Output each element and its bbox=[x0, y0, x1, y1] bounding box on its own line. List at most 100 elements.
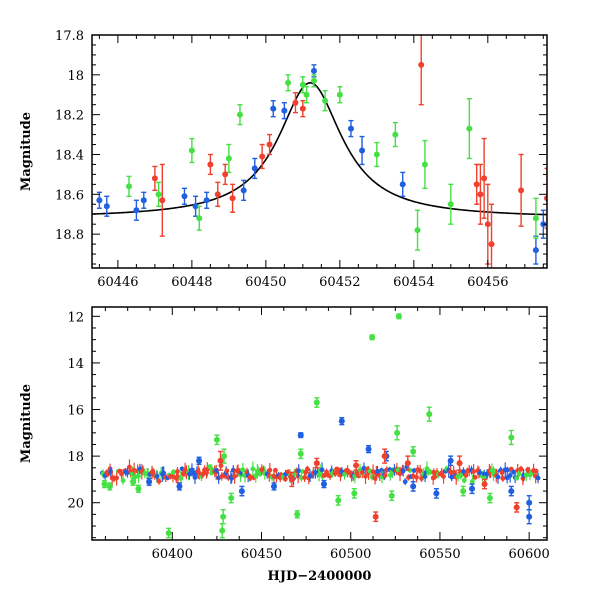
top-x-tick-label: 60454 bbox=[393, 275, 434, 290]
bot-blue-point bbox=[176, 483, 183, 490]
top-blue-point bbox=[251, 165, 258, 172]
bot-band-point bbox=[319, 467, 325, 473]
bottom-panel-y-axis-title: Magnitude bbox=[19, 384, 34, 463]
top-green-point bbox=[447, 201, 454, 208]
bot-band-point bbox=[129, 471, 135, 477]
top-blue-point bbox=[347, 125, 354, 132]
bot-band-point bbox=[523, 472, 529, 478]
top-red-point bbox=[159, 197, 166, 204]
bot-green-point bbox=[219, 527, 226, 534]
top-y-tick-label: 17.8 bbox=[55, 29, 84, 44]
bot-blue-point bbox=[469, 485, 476, 492]
bot-band-point bbox=[439, 470, 445, 476]
top-panel-ticks: 60446 60448 60450 60452 60454 60456 17.8 18 18.2… bbox=[55, 29, 547, 290]
bot-band-point bbox=[240, 467, 246, 473]
top-green-point bbox=[196, 215, 203, 222]
top-x-tick-label: 60448 bbox=[171, 275, 212, 290]
top-green-point bbox=[421, 161, 428, 168]
bot-band-point bbox=[114, 475, 120, 481]
bot-band-point bbox=[136, 473, 141, 479]
bot-y-tick-label: 18 bbox=[67, 450, 84, 465]
bot-band-point bbox=[235, 467, 241, 473]
top-x-tick-label: 60456 bbox=[467, 275, 508, 290]
top-green-point bbox=[285, 79, 292, 86]
bot-blue-point bbox=[433, 490, 440, 497]
bot-green-point bbox=[394, 429, 401, 436]
bot-green-point bbox=[460, 488, 467, 495]
bot-x-tick-label: 60400 bbox=[152, 547, 193, 562]
bot-band-point bbox=[363, 473, 368, 479]
bot-green-point bbox=[165, 530, 172, 537]
top-panel-series bbox=[92, 35, 547, 268]
bot-band-point bbox=[397, 471, 403, 477]
top-y-tick-label: 18 bbox=[67, 69, 84, 84]
top-y-tick-label: 18.4 bbox=[55, 148, 84, 163]
bot-green-point bbox=[388, 492, 395, 499]
top-red-point bbox=[151, 175, 158, 182]
bot-y-tick-label: 12 bbox=[67, 310, 84, 325]
top-y-tick-label: 18.8 bbox=[55, 228, 84, 243]
top-blue-point bbox=[133, 207, 140, 214]
bot-band-point bbox=[463, 472, 469, 478]
bot-band-point bbox=[382, 472, 388, 478]
bot-band-point bbox=[379, 468, 384, 473]
bot-red-point bbox=[372, 513, 379, 520]
top-panel-frame bbox=[91, 34, 548, 269]
bot-band-point bbox=[400, 468, 406, 474]
bot-band-point bbox=[156, 478, 162, 484]
top-green-point bbox=[373, 151, 380, 158]
top-red-point bbox=[484, 221, 491, 228]
bot-red-point bbox=[456, 460, 463, 467]
bot-blue-point bbox=[238, 488, 245, 495]
bot-band-point bbox=[471, 469, 476, 474]
bot-x-tick-label: 60550 bbox=[419, 547, 460, 562]
top-blue-point bbox=[270, 105, 277, 112]
top-y-tick-label: 18.6 bbox=[55, 188, 84, 203]
top-green-point bbox=[188, 147, 195, 154]
bot-green-point bbox=[369, 334, 376, 341]
bot-band-point bbox=[449, 474, 455, 480]
top-red-point bbox=[229, 195, 236, 202]
bot-green-point bbox=[221, 453, 228, 460]
bot-blue-point bbox=[447, 457, 454, 464]
bot-blue-point bbox=[338, 418, 345, 425]
bot-blue-point bbox=[526, 513, 533, 520]
bot-band-point bbox=[192, 475, 198, 480]
top-green-point bbox=[336, 91, 343, 98]
bot-green-point bbox=[297, 450, 304, 457]
top-panel-zoom: 60446 60448 60450 60452 60454 60456 17.8 18 18.2… bbox=[19, 29, 548, 290]
bot-band-point bbox=[120, 478, 126, 483]
bot-band-point bbox=[461, 469, 466, 474]
top-red-point bbox=[477, 191, 484, 198]
bot-band-point bbox=[499, 470, 505, 476]
top-red-point bbox=[214, 191, 221, 198]
bot-green-point bbox=[220, 513, 227, 520]
top-green-point bbox=[322, 97, 329, 104]
bot-band-point bbox=[170, 469, 176, 475]
bot-red-point bbox=[353, 462, 360, 469]
top-green-point bbox=[310, 77, 317, 84]
bot-band-point bbox=[250, 466, 256, 472]
bot-band-point bbox=[305, 466, 310, 472]
top-x-tick-label: 60450 bbox=[245, 275, 286, 290]
bot-green-point bbox=[106, 483, 113, 490]
bot-red-point bbox=[381, 453, 388, 460]
bot-band-point bbox=[273, 467, 278, 473]
bot-band-point bbox=[500, 475, 506, 481]
bot-blue-point bbox=[271, 483, 277, 490]
top-blue-point bbox=[399, 181, 406, 188]
top-blue-point bbox=[310, 67, 317, 74]
bot-band-point bbox=[267, 467, 273, 473]
bot-band-point bbox=[214, 467, 219, 473]
top-blue-point bbox=[103, 203, 110, 210]
bot-y-tick-label: 14 bbox=[67, 357, 84, 372]
top-red-point bbox=[222, 171, 229, 178]
bottom-panel-x-axis-title: HJD−2400000 bbox=[268, 569, 372, 584]
bot-green-point bbox=[486, 495, 493, 502]
bot-band-point bbox=[427, 469, 433, 475]
bot-blue-point bbox=[196, 457, 203, 464]
bot-red-point bbox=[313, 460, 320, 467]
bot-red-point bbox=[288, 476, 295, 483]
top-red-point bbox=[473, 181, 480, 188]
bot-band-point bbox=[458, 473, 464, 479]
